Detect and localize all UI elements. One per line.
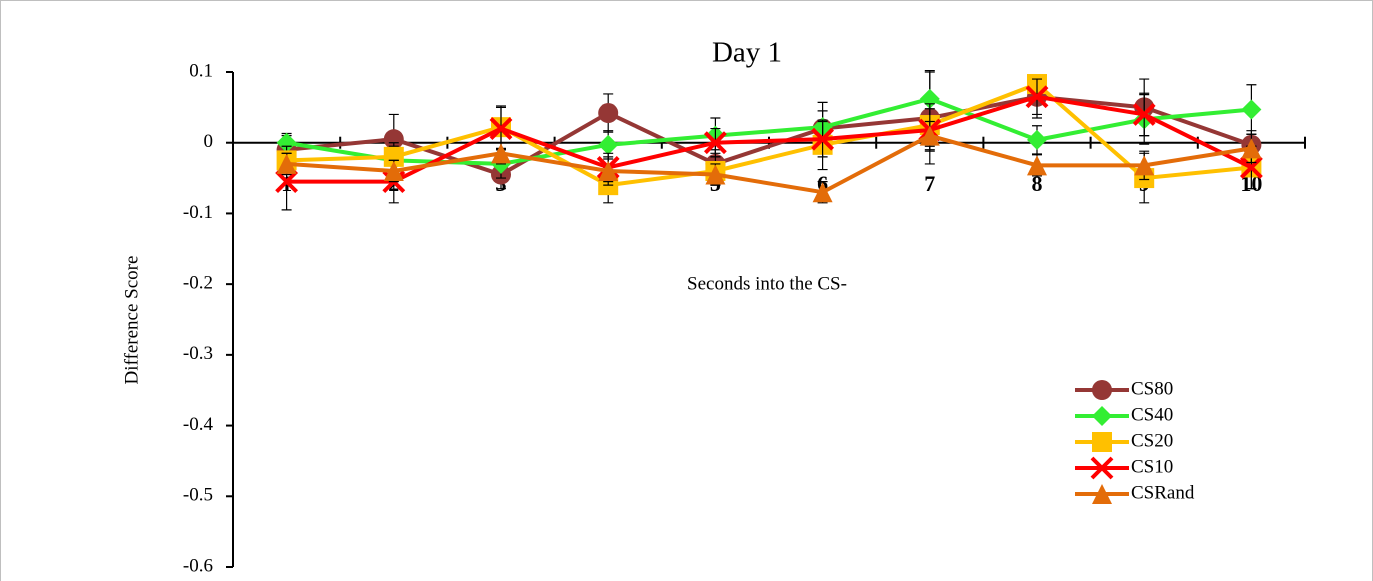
y-tick-label: 0.1	[189, 60, 213, 81]
marker	[1027, 155, 1047, 176]
marker	[1132, 103, 1156, 126]
marker	[383, 129, 404, 150]
series-line	[286, 133, 1252, 195]
marker	[598, 103, 619, 124]
marker	[705, 164, 726, 185]
marker	[598, 161, 619, 181]
legend-label: CSRand	[1131, 482, 1195, 503]
marker	[1090, 456, 1114, 480]
marker	[275, 170, 299, 194]
y-tick-label: -0.4	[183, 414, 214, 435]
x-axis-title: Seconds into the CS-	[687, 273, 847, 294]
y-tick-label: 0	[204, 131, 214, 152]
x-tick-label: 7	[924, 171, 935, 196]
y-tick-label: -0.1	[183, 202, 213, 223]
marker	[1092, 406, 1112, 426]
y-tick-label: -0.3	[183, 343, 213, 364]
marker	[1027, 129, 1047, 150]
marker	[1239, 156, 1263, 179]
marker	[919, 125, 940, 146]
marker	[383, 161, 404, 181]
x-tick-label: 8	[1032, 171, 1043, 196]
legend-label: CS10	[1131, 456, 1173, 477]
legend-label: CS80	[1131, 378, 1173, 399]
marker	[1092, 484, 1112, 504]
marker	[1241, 138, 1262, 159]
series	[276, 120, 1262, 204]
marker	[812, 182, 833, 203]
marker	[1025, 85, 1049, 109]
marker	[1241, 99, 1262, 120]
y-tick-label: -0.5	[183, 485, 213, 506]
marker	[276, 132, 297, 153]
marker	[276, 153, 297, 174]
marker	[1092, 380, 1112, 400]
chart-title: Day 1	[712, 37, 782, 69]
series-line	[286, 94, 1253, 184]
y-tick-label: -0.6	[183, 555, 213, 576]
marker	[598, 134, 619, 155]
y-tick-label: -0.2	[183, 273, 213, 294]
legend-label: CS40	[1131, 404, 1173, 425]
y-axis-title: Difference Score	[121, 256, 142, 385]
marker	[1134, 155, 1155, 176]
marker	[811, 127, 835, 151]
marker	[1092, 432, 1112, 452]
marker	[489, 117, 513, 140]
marker	[491, 143, 511, 164]
legend-label: CS20	[1131, 430, 1173, 451]
marker	[383, 146, 404, 167]
series-line	[286, 81, 1252, 188]
marker	[703, 131, 727, 155]
